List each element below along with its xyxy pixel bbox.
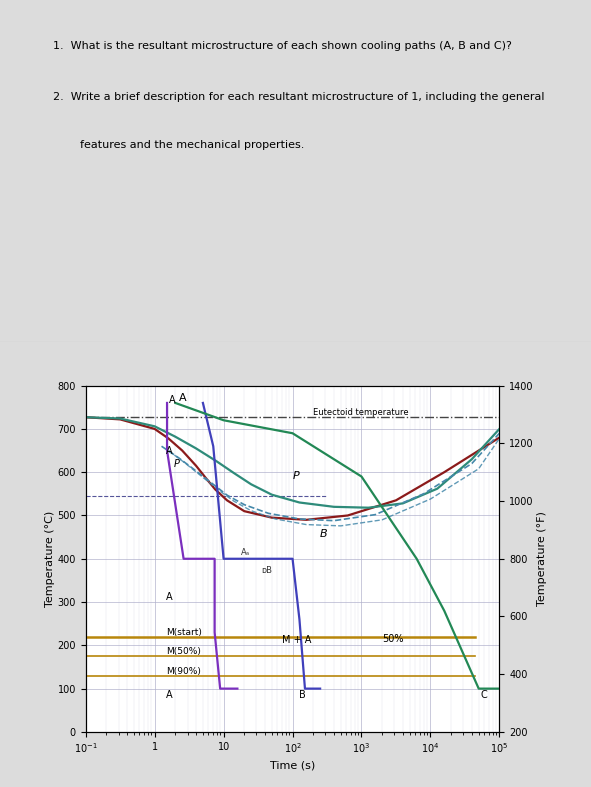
- Text: P: P: [293, 471, 299, 481]
- Text: B: B: [300, 690, 306, 700]
- Text: M(start): M(start): [165, 628, 202, 637]
- Text: A: A: [167, 446, 173, 456]
- Text: Eutectoid temperature: Eutectoid temperature: [313, 408, 409, 416]
- Text: 2.  Write a brief description for each resultant microstructure of 1, including : 2. Write a brief description for each re…: [53, 92, 545, 102]
- Text: features and the mechanical properties.: features and the mechanical properties.: [80, 140, 304, 150]
- Text: M(90%): M(90%): [165, 667, 200, 676]
- Text: C: C: [480, 690, 487, 700]
- Text: 50%: 50%: [382, 634, 404, 644]
- Text: Aₐ: Aₐ: [241, 549, 250, 557]
- Y-axis label: Temperature (°F): Temperature (°F): [537, 512, 547, 606]
- Text: A: A: [167, 592, 173, 602]
- Text: 1.  What is the resultant microstructure of each shown cooling paths (A, B and C: 1. What is the resultant microstructure …: [53, 41, 512, 51]
- Text: M + A: M + A: [282, 635, 311, 645]
- Text: P: P: [174, 459, 180, 469]
- Text: A: A: [178, 393, 186, 403]
- Text: M(50%): M(50%): [165, 648, 200, 656]
- Text: ᴅB: ᴅB: [261, 566, 272, 575]
- Text: A: A: [167, 690, 173, 700]
- Y-axis label: Temperature (°C): Temperature (°C): [45, 511, 55, 607]
- Text: A: A: [168, 395, 175, 405]
- X-axis label: Time (s): Time (s): [270, 761, 315, 771]
- Text: B: B: [320, 529, 328, 539]
